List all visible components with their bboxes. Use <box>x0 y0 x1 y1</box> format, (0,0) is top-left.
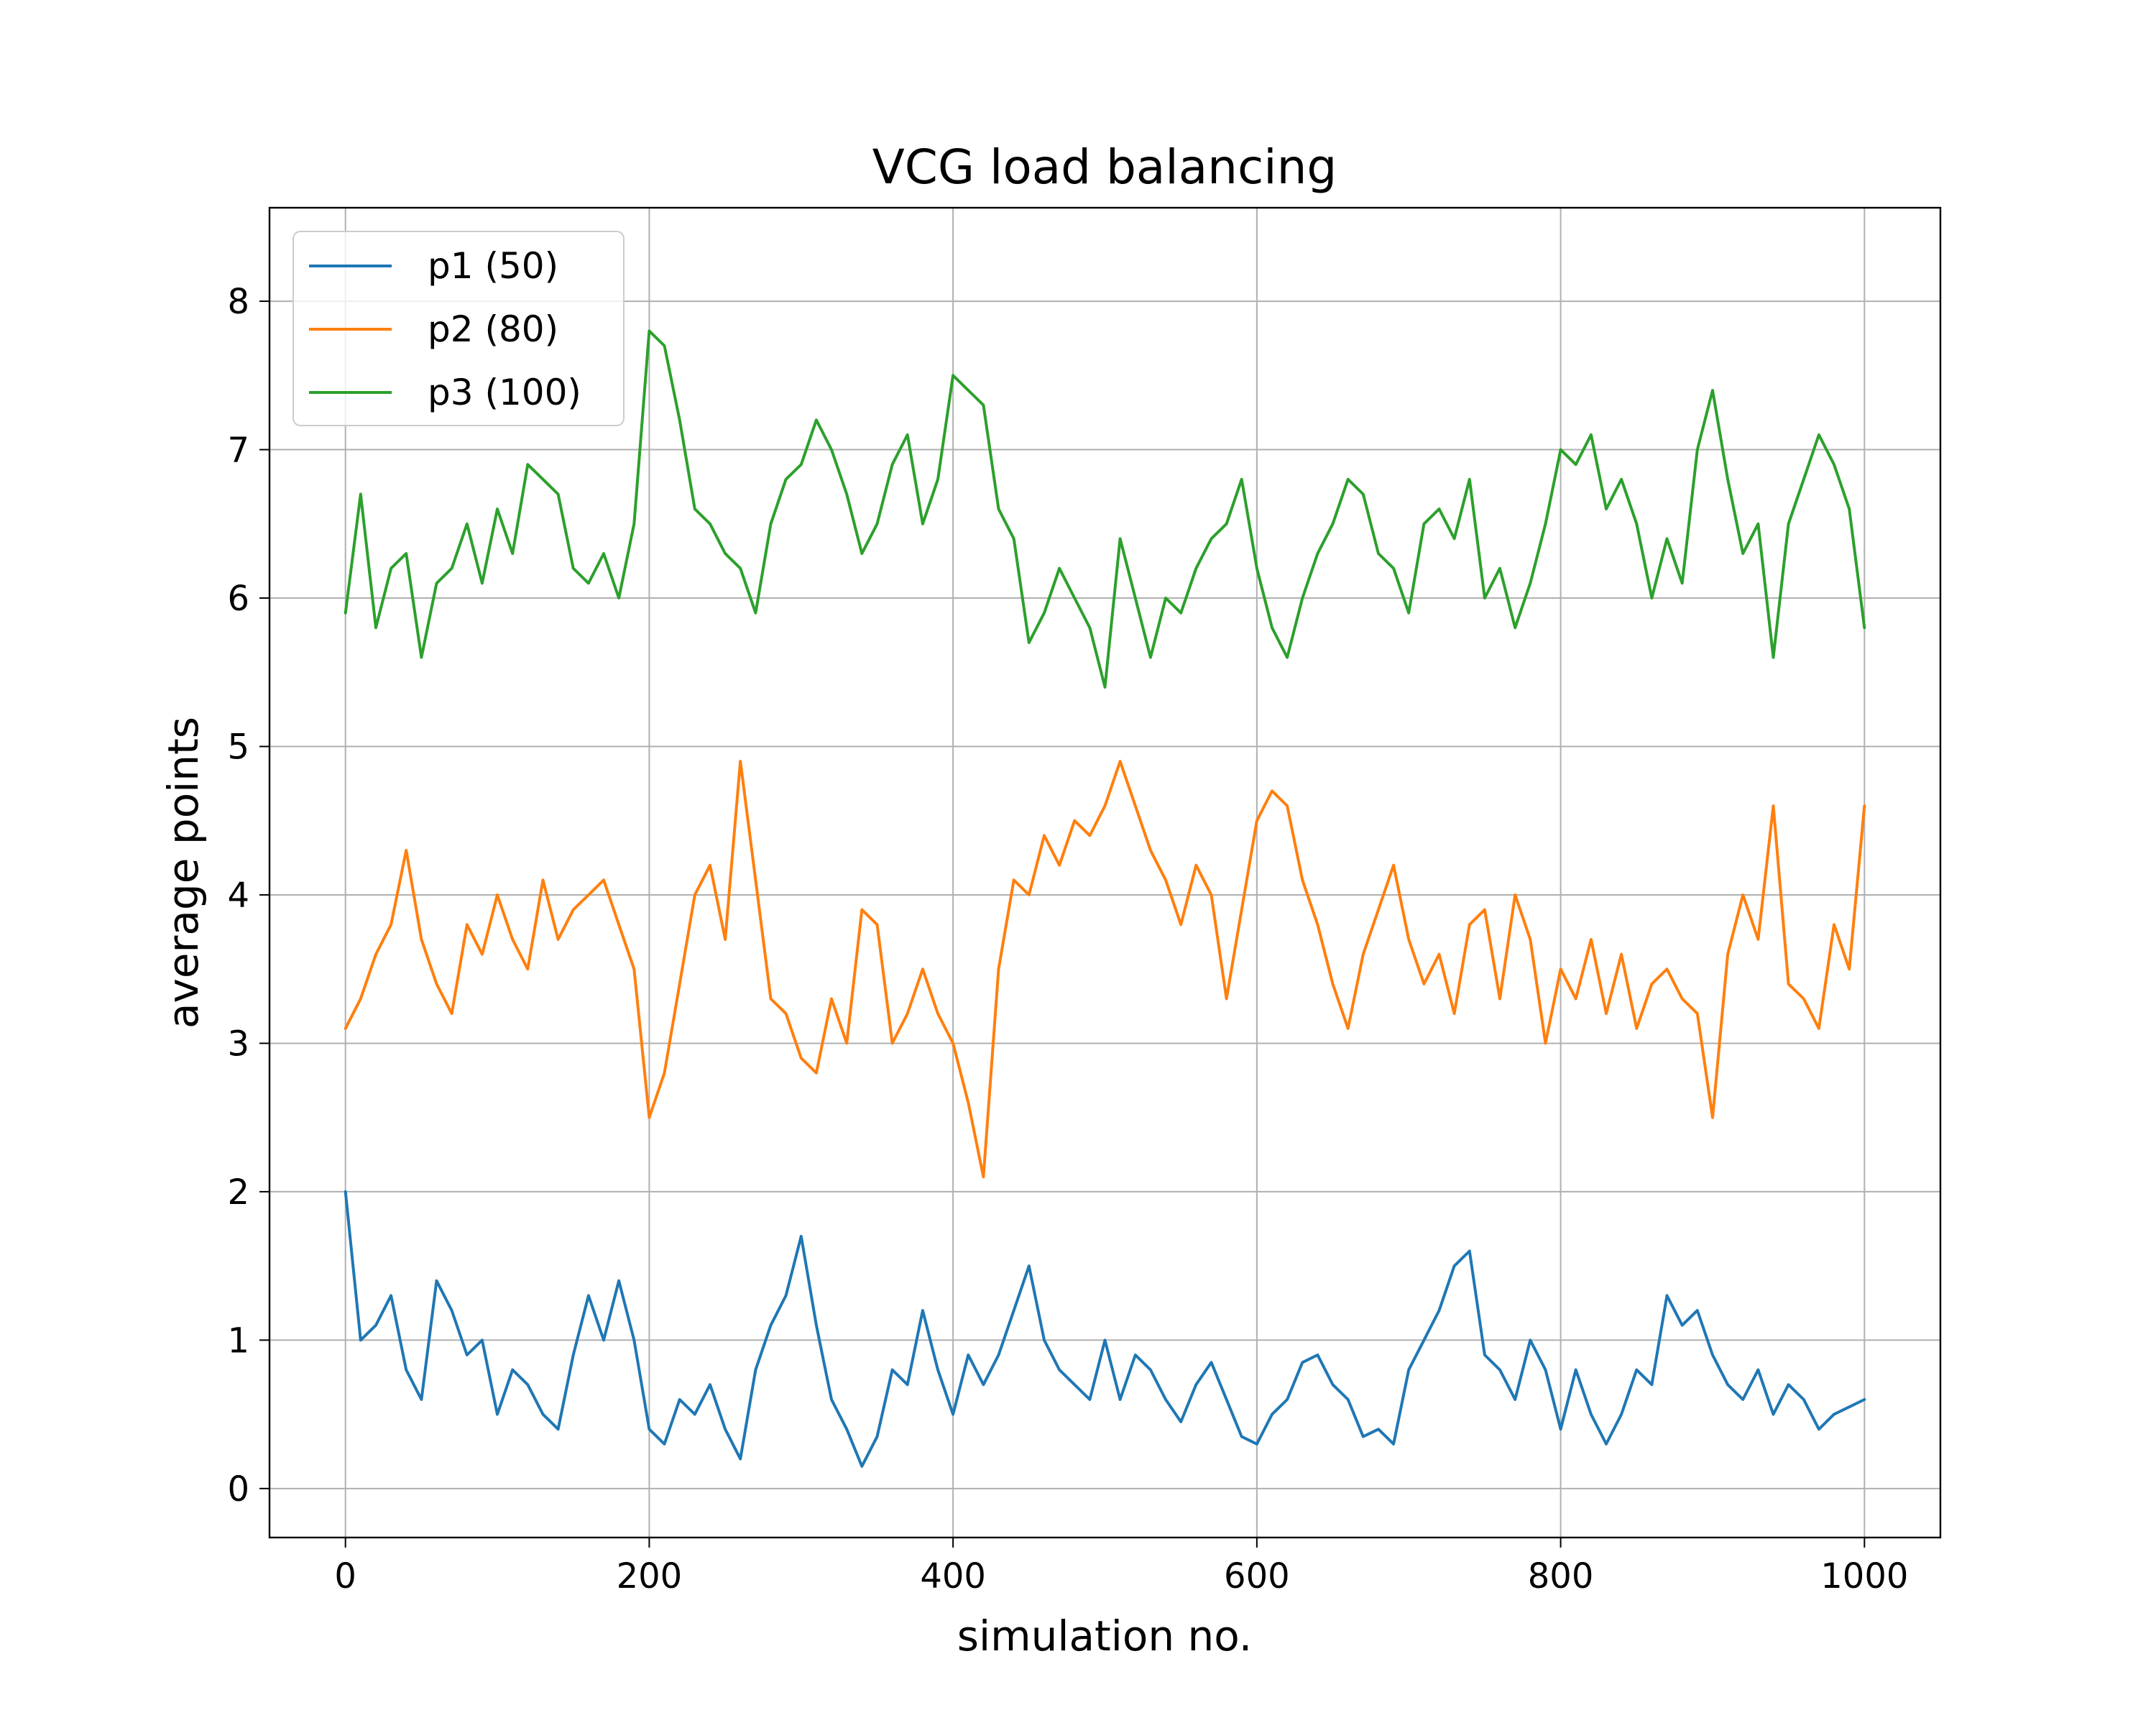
legend-label-p2: p2 (80) <box>428 308 558 350</box>
x-tick-label: 200 <box>617 1556 683 1596</box>
y-tick-label: 3 <box>227 1024 249 1064</box>
legend-label-p1: p1 (50) <box>428 245 558 287</box>
legend: p1 (50) p2 (80) p3 (100) <box>292 231 625 426</box>
y-tick-label: 8 <box>227 282 249 322</box>
y-tick-label: 5 <box>227 727 249 767</box>
series-lines <box>344 329 1866 1468</box>
x-tick-label: 1000 <box>1820 1556 1908 1596</box>
y-tick-label: 0 <box>227 1469 249 1509</box>
y-axis-ticks: 0 1 2 3 4 5 6 7 8 <box>227 282 270 1509</box>
x-tick-label: 800 <box>1528 1556 1594 1596</box>
plot-frame <box>268 206 1942 1539</box>
x-tick-label: 0 <box>334 1556 356 1596</box>
chart-title: VCG load balancing <box>872 139 1337 195</box>
legend-box <box>292 231 625 426</box>
y-tick-label: 4 <box>227 876 249 916</box>
y-tick-label: 7 <box>227 431 249 471</box>
legend-label-p3: p3 (100) <box>428 372 581 413</box>
x-axis-label: simulation no. <box>957 1612 1252 1660</box>
series-line-p1 <box>344 1190 1866 1468</box>
y-tick-label: 1 <box>227 1320 249 1361</box>
y-axis-label: average points <box>159 717 208 1029</box>
y-tick-label: 2 <box>227 1172 249 1213</box>
x-axis-ticks: 0 200 400 600 800 1000 <box>334 1538 1908 1596</box>
x-tick-label: 600 <box>1224 1556 1290 1596</box>
y-tick-label: 6 <box>227 579 249 619</box>
grid <box>270 208 1940 1538</box>
x-tick-label: 400 <box>920 1556 986 1596</box>
series-line-p2 <box>344 760 1866 1179</box>
series-line-p3 <box>344 329 1866 689</box>
